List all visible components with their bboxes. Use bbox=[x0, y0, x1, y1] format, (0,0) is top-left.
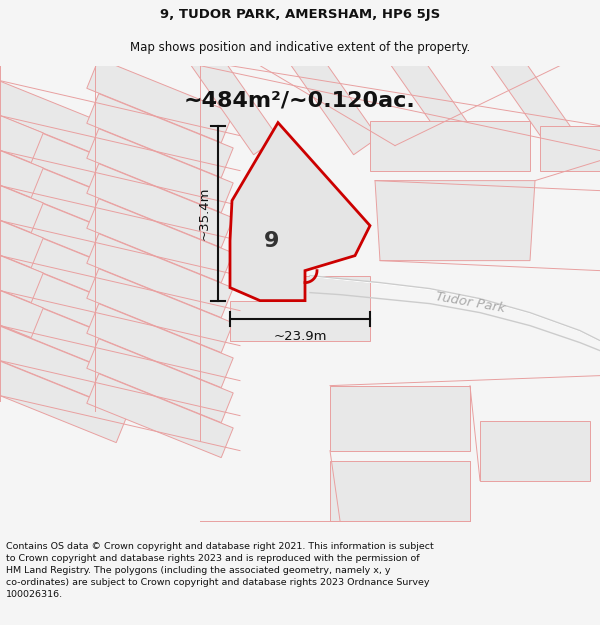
Polygon shape bbox=[87, 94, 233, 178]
Polygon shape bbox=[0, 219, 43, 302]
Polygon shape bbox=[330, 386, 470, 451]
Polygon shape bbox=[0, 219, 128, 302]
Text: 9: 9 bbox=[265, 231, 280, 251]
Text: Contains OS data © Crown copyright and database right 2021. This information is : Contains OS data © Crown copyright and d… bbox=[6, 542, 434, 599]
Text: ~484m²/~0.120ac.: ~484m²/~0.120ac. bbox=[184, 91, 416, 111]
Polygon shape bbox=[330, 461, 470, 521]
Text: 9, TUDOR PARK, AMERSHAM, HP6 5JS: 9, TUDOR PARK, AMERSHAM, HP6 5JS bbox=[160, 8, 440, 21]
Polygon shape bbox=[87, 199, 233, 282]
Polygon shape bbox=[370, 121, 530, 171]
Polygon shape bbox=[0, 184, 43, 268]
Polygon shape bbox=[0, 79, 128, 162]
Polygon shape bbox=[87, 234, 233, 318]
Polygon shape bbox=[0, 149, 43, 232]
Polygon shape bbox=[87, 59, 233, 142]
Polygon shape bbox=[87, 129, 233, 213]
Text: ~23.9m: ~23.9m bbox=[273, 330, 327, 343]
Polygon shape bbox=[0, 289, 128, 372]
Polygon shape bbox=[375, 181, 535, 261]
Polygon shape bbox=[0, 79, 43, 162]
Polygon shape bbox=[0, 254, 128, 338]
Polygon shape bbox=[87, 304, 233, 388]
Polygon shape bbox=[230, 276, 370, 341]
Polygon shape bbox=[540, 126, 600, 171]
Text: Tudor Park: Tudor Park bbox=[434, 290, 506, 315]
Polygon shape bbox=[87, 269, 233, 352]
Text: ~35.4m: ~35.4m bbox=[197, 186, 211, 240]
Polygon shape bbox=[480, 421, 590, 481]
Polygon shape bbox=[87, 339, 233, 422]
Polygon shape bbox=[462, 6, 578, 155]
Polygon shape bbox=[87, 374, 233, 458]
Polygon shape bbox=[0, 114, 128, 198]
Polygon shape bbox=[0, 114, 43, 198]
Polygon shape bbox=[162, 6, 278, 155]
Polygon shape bbox=[87, 164, 233, 248]
Polygon shape bbox=[362, 6, 478, 155]
Polygon shape bbox=[262, 6, 378, 155]
Polygon shape bbox=[0, 184, 128, 268]
Polygon shape bbox=[0, 254, 43, 338]
Polygon shape bbox=[0, 324, 128, 408]
Text: Map shows position and indicative extent of the property.: Map shows position and indicative extent… bbox=[130, 41, 470, 54]
Polygon shape bbox=[0, 149, 128, 232]
Polygon shape bbox=[230, 122, 370, 301]
Polygon shape bbox=[0, 359, 128, 442]
